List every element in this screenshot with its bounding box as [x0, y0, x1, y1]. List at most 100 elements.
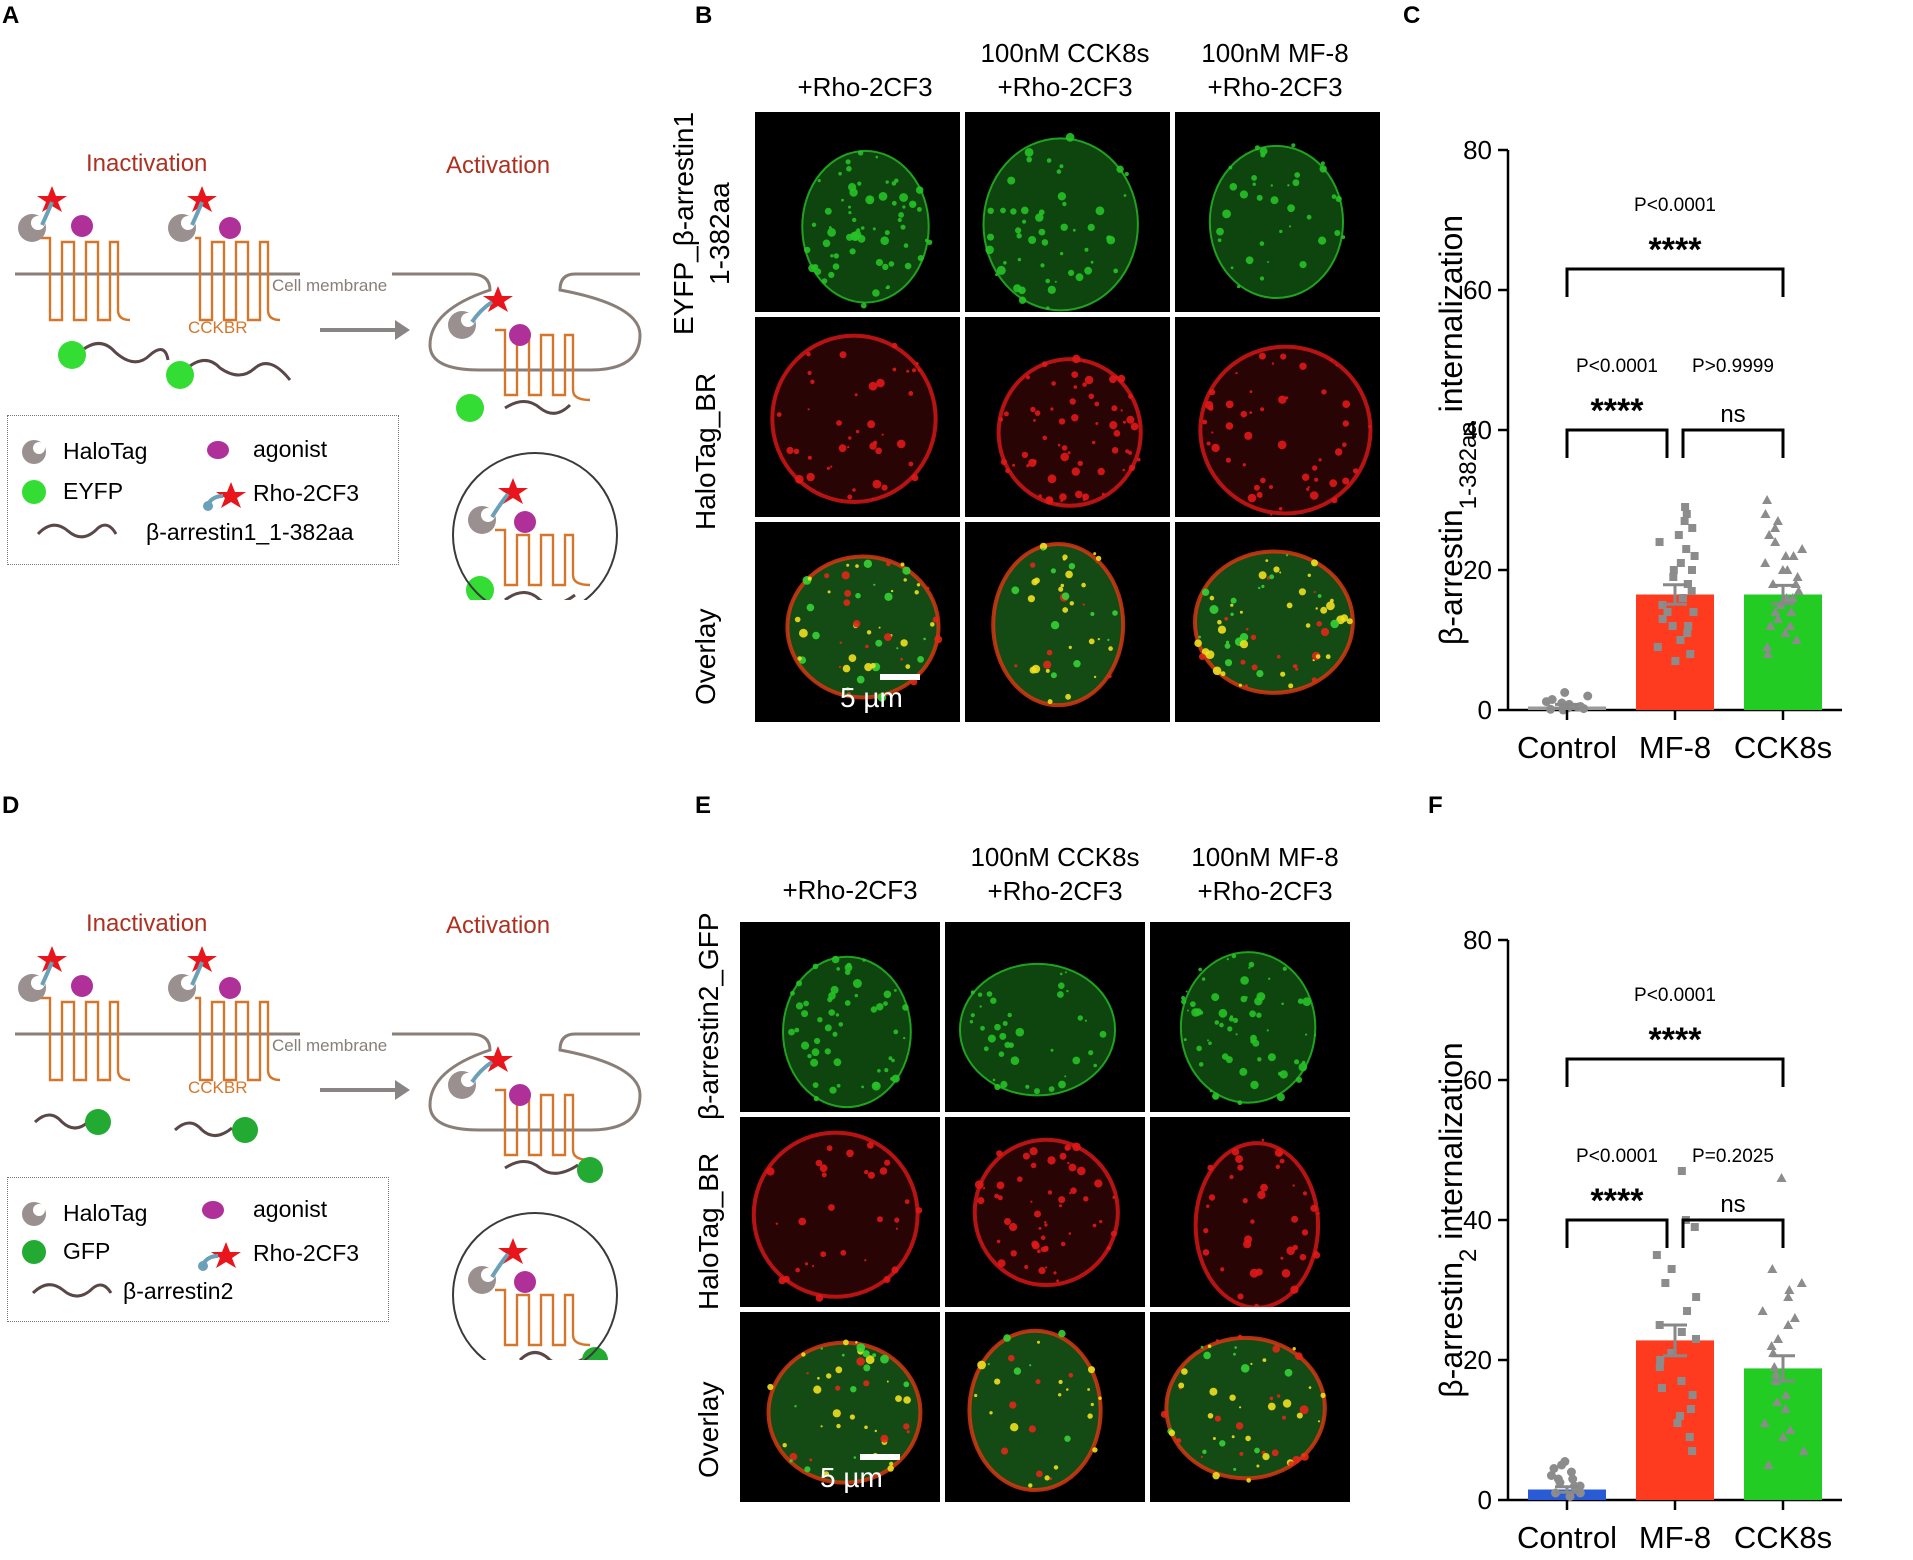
- micro-b-col2-line1: 100nM CCK8s: [980, 38, 1150, 68]
- data-point: [1683, 1307, 1692, 1315]
- micro-tile-r1-c1: [740, 922, 940, 1112]
- micro-tile-r1-c2: [945, 922, 1145, 1112]
- data-point: [1692, 1293, 1701, 1301]
- data-point: [1783, 1292, 1794, 1301]
- p-value-label: P<0.0001: [1634, 985, 1716, 1006]
- data-point: [1767, 1264, 1778, 1273]
- schematic-d-membrane-label: Cell membrane: [272, 1036, 388, 1055]
- schematic-d: Inactivation Activation: [0, 890, 660, 1360]
- data-point: [1655, 1321, 1664, 1329]
- legend-d-reporter: GFP: [63, 1238, 111, 1264]
- data-point: [1671, 657, 1680, 665]
- data-point: [1669, 566, 1678, 574]
- data-point: [1783, 1320, 1794, 1329]
- micro-e-col3: 100nM MF-8 +Rho-2CF3: [1150, 840, 1380, 908]
- data-point: [1684, 622, 1693, 630]
- data-point: [1792, 572, 1803, 581]
- schematic-receptor-label: CCKBR: [188, 318, 248, 337]
- significance-stars: ns: [1720, 401, 1745, 428]
- micro-tile-r3-c2: [945, 1312, 1145, 1502]
- y-tick-label: 60: [1463, 1065, 1492, 1095]
- data-point: [1553, 1474, 1563, 1484]
- micro-tile-r2-c2: [965, 317, 1170, 517]
- data-point: [1770, 523, 1781, 532]
- data-point: [1682, 545, 1691, 553]
- data-point: [1776, 1173, 1787, 1182]
- bar-cck8s: [1744, 594, 1822, 710]
- legend-a-agonist: agonist: [253, 436, 328, 462]
- data-point: [1546, 704, 1556, 714]
- micro-e-col3-line1: 100nM MF-8: [1191, 842, 1339, 872]
- micro-tile-r1-c1: [755, 112, 960, 312]
- schematic-d-activation-label: Activation: [446, 912, 551, 939]
- data-point: [1677, 1377, 1686, 1385]
- data-point: [1547, 695, 1557, 704]
- data-point: [1677, 1167, 1686, 1175]
- data-point: [1759, 1418, 1770, 1427]
- x-tick-label: MF-8: [1639, 1520, 1711, 1555]
- data-point: [1764, 530, 1775, 539]
- data-point: [1796, 1278, 1807, 1287]
- p-value-label: P<0.0001: [1576, 356, 1658, 377]
- data-point: [1777, 565, 1788, 574]
- data-point: [1655, 1363, 1664, 1371]
- significance-stars: ****: [1649, 231, 1703, 269]
- data-point: [1797, 544, 1808, 553]
- legend-d: HaloTag agonist GFP Rho-2CF3 β-arrestin2: [7, 1177, 389, 1322]
- legend-a: HaloTag agonist EYFP Rho-2CF3 β-arrestin…: [7, 415, 399, 565]
- micro-tile-r1-c2: [965, 112, 1170, 312]
- data-point: [1770, 537, 1781, 546]
- data-point: [1655, 538, 1664, 546]
- micro-tile-r2-c3: [1150, 1117, 1350, 1307]
- micro-e-col2-line1: 100nM CCK8s: [970, 842, 1140, 872]
- panel-letter-d: D: [2, 792, 20, 819]
- x-tick-label: CCK8s: [1734, 1520, 1832, 1555]
- data-point: [1770, 607, 1781, 616]
- data-point: [1757, 1306, 1768, 1315]
- data-point: [1766, 1341, 1777, 1350]
- micro-tile-r3-c3: [1150, 1312, 1350, 1502]
- significance-bracket: [1565, 267, 1785, 297]
- micro-tile-r2-c1: [755, 317, 960, 517]
- micro-b-row1-label-b: 1-382aa: [704, 182, 735, 285]
- panel-letter-a: A: [2, 2, 20, 29]
- data-point: [1566, 1467, 1576, 1477]
- micro-tile-r3-c3: [1175, 522, 1380, 722]
- micro-e-row1-label: β-arrestin2_GFP: [693, 912, 724, 1121]
- micro-b-col2-line2: +Rho-2CF3: [997, 72, 1133, 102]
- data-point: [1691, 1335, 1700, 1343]
- data-point: [1760, 509, 1771, 518]
- legend-d-dye: Rho-2CF3: [253, 1240, 360, 1266]
- scale-bar: [880, 674, 920, 680]
- micro-b-col3-line2: +Rho-2CF3: [1207, 72, 1343, 102]
- legend-d-halotag: HaloTag: [63, 1200, 148, 1226]
- significance-bracket: [1681, 428, 1785, 458]
- data-point: [1575, 1488, 1585, 1498]
- data-point: [1778, 1432, 1789, 1441]
- significance-stars: ****: [1591, 1182, 1645, 1220]
- schematic-d-drawing: [15, 946, 642, 1360]
- data-point: [1681, 503, 1690, 511]
- data-point: [1583, 691, 1593, 701]
- y-tick-label: 80: [1463, 925, 1492, 955]
- chart-c: 0 20 40 60 80 β-arrestin1-382aa internalizati…: [1433, 135, 1842, 765]
- data-point: [1657, 1384, 1666, 1392]
- data-point: [1784, 1285, 1795, 1294]
- data-point: [1678, 594, 1687, 602]
- data-point: [1760, 558, 1771, 567]
- y-tick-label: 80: [1463, 135, 1492, 165]
- chart-f: 0 20 40 60 80 β-arrestin2 internalization Cont…: [1433, 925, 1842, 1555]
- data-point: [1772, 1397, 1783, 1406]
- data-point: [1663, 608, 1672, 616]
- data-point: [1785, 1425, 1796, 1434]
- data-point: [1772, 614, 1783, 623]
- x-tick-label: Control: [1517, 730, 1617, 765]
- data-point: [1675, 1412, 1684, 1420]
- data-point: [1656, 1356, 1665, 1364]
- significance-bracket: [1565, 428, 1669, 458]
- data-point: [1546, 1471, 1556, 1480]
- schematic-d-receptor-label: CCKBR: [188, 1078, 248, 1097]
- y-tick-label: 20: [1463, 1345, 1492, 1375]
- data-point: [1565, 1492, 1575, 1501]
- data-point: [1690, 1223, 1699, 1231]
